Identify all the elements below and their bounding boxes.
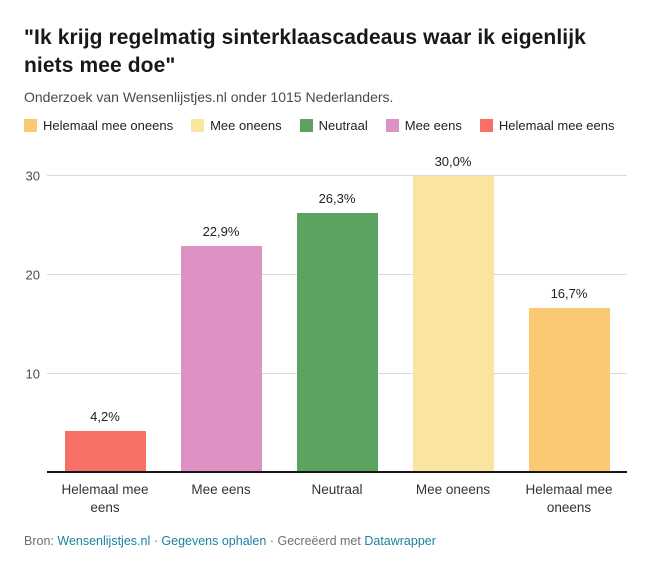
bar-group-mee-eens: 22,9% [163,153,279,473]
value-label: 26,3% [318,190,356,206]
y-axis-tick-20: 20 [12,267,42,283]
gridline-30 [47,175,627,176]
legend-item-helemaal-mee-eens: Helemaal mee eens [479,118,615,133]
y-axis-tick-10: 10 [12,366,42,382]
legend-swatch-icon [479,119,493,132]
page-title: "Ik krijg regelmatig sinterklaascadeaus … [24,26,586,77]
legend-item-mee-eens: Mee eens [385,118,462,133]
legend-item-helemaal-mee-oneens: Helemaal mee oneens [24,118,173,133]
bar-group-helemaal-mee-eens: 4,2% [47,153,163,473]
footer-separator: · [153,534,158,548]
value-label: 16,7% [550,285,588,301]
y-axis-tick-30: 30 [12,168,42,184]
created-with-label: Gecreëerd met [277,534,361,548]
bar-neutraal[interactable] [296,212,378,473]
value-label: 22,9% [202,224,240,240]
legend-label: Mee oneens [210,118,282,133]
legend-label: Helemaal mee eens [498,118,615,133]
x-axis-label-neutraal: Neutraal [311,482,363,497]
x-axis-label-mee-oneens: Mee oneens [415,482,491,497]
bar-mee-eens[interactable] [180,246,262,473]
bar-series: 4,2% 22,9% 26,3% 30,0% 16,7% [47,153,627,473]
bar-group-neutraal: 26,3% [279,153,395,473]
value-label: 4,2% [90,409,120,425]
x-axis-label-mee-eens: Mee eens [191,482,251,497]
footer-separator: · [269,534,274,548]
datawrapper-link[interactable]: Datawrapper [364,534,436,548]
x-axis-labels: Helemaal mee eens Mee eens Neutraal Mee … [47,481,627,517]
bar-mee-oneens[interactable] [412,176,494,473]
legend-item-neutraal: Neutraal [299,118,368,133]
bar-group-mee-oneens: 30,0% [395,153,511,473]
legend-item-mee-oneens: Mee oneens [191,118,282,133]
get-data-link[interactable]: Gegevens ophalen [161,534,267,548]
bar-helemaal-mee-eens[interactable] [64,431,146,473]
source-link[interactable]: Wensenlijstjes.nl [57,534,151,548]
legend-label: Neutraal [318,118,368,133]
legend: Helemaal mee oneens Mee oneens Neutraal … [24,118,629,133]
legend-label: Helemaal mee oneens [43,118,174,133]
footer: Bron: Wensenlijstjes.nl · Gegevens ophal… [24,534,629,548]
legend-label: Mee eens [404,118,462,133]
chart-subtitle: Onderzoek van Wensenlijstjes.nl onder 10… [24,89,394,105]
source-label: Bron: [24,534,54,548]
x-axis-label-helemaal-mee-oneens: Helemaal mee oneens [525,482,613,515]
legend-swatch-icon [24,119,37,132]
x-axis-label-helemaal-mee-eens: Helemaal mee eens [61,482,149,515]
value-label: 30,0% [434,154,472,169]
legend-swatch-icon [385,119,399,132]
bar-group-helemaal-mee-oneens: 16,7% [511,153,627,473]
legend-swatch-icon [299,119,313,132]
plot-area: 30 20 10 4,2% 22,9% 26,3% 30,0% 16,7% [12,153,629,473]
bar-helemaal-mee-oneens[interactable] [528,307,610,473]
legend-swatch-icon [191,119,205,132]
x-axis-line [47,471,627,473]
